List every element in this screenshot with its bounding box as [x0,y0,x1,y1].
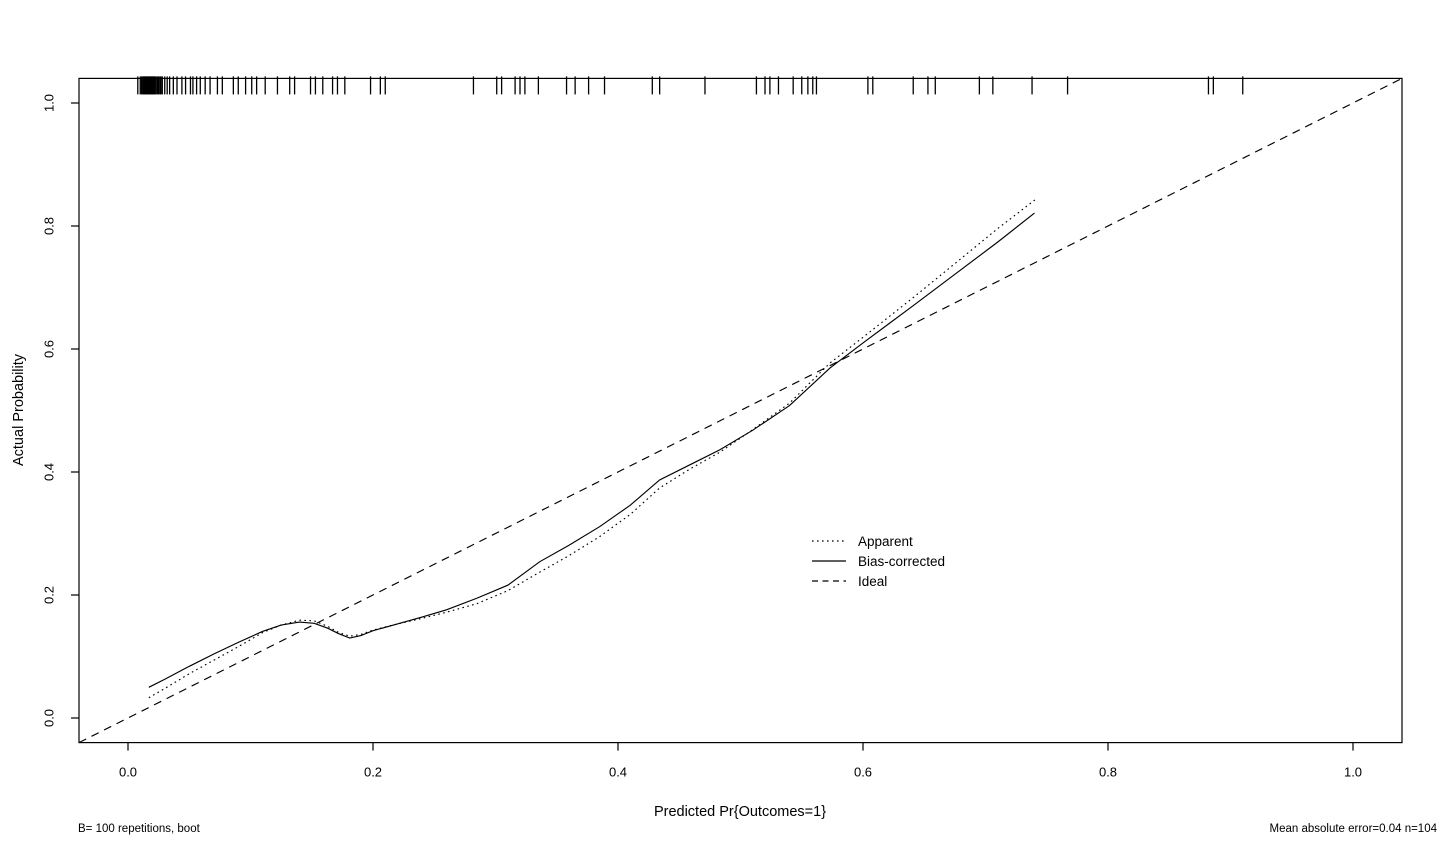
series-line-bias-corrected [148,212,1035,688]
legend-label: Bias-corrected [858,553,946,569]
x-tick-label: 0.2 [363,764,383,780]
x-tick-label: 0.0 [118,764,138,780]
y-tick-label: 0.2 [41,585,57,605]
series-line-apparent [148,197,1038,699]
x-tick-label: 0.8 [1098,764,1118,780]
legend-line-sample [812,540,846,542]
y-tick-label: 0.0 [41,708,57,728]
y-tick-label: 0.4 [41,462,57,482]
series-line-ideal [78,77,1403,744]
y-tick-label: 1.0 [41,93,57,113]
plot-box [78,77,1403,744]
legend: Apparent Bias-corrected Ideal [811,531,945,591]
x-tick-label: 1.0 [1343,764,1363,780]
legend-entry-ideal: Ideal [811,571,945,591]
legend-label: Apparent [858,533,913,549]
legend-label: Ideal [858,573,888,589]
annotation-mean-error: Mean absolute error=0.04 n=104 [1269,823,1437,835]
legend-entry-bias-corrected: Bias-corrected [811,551,945,571]
x-axis-title: Predicted Pr{Outcomes=1} [653,804,827,820]
x-tick-label: 0.6 [853,764,873,780]
annotation-bootstrap-info: B= 100 repetitions, boot [78,823,200,835]
x-tick-label: 0.4 [608,764,628,780]
legend-entry-apparent: Apparent [811,531,945,551]
y-tick-label: 0.6 [41,339,57,359]
y-axis-title: Actual Probability [11,353,27,467]
legend-line-sample [812,560,846,562]
legend-line-sample [812,580,846,582]
y-tick-label: 0.8 [41,216,57,236]
